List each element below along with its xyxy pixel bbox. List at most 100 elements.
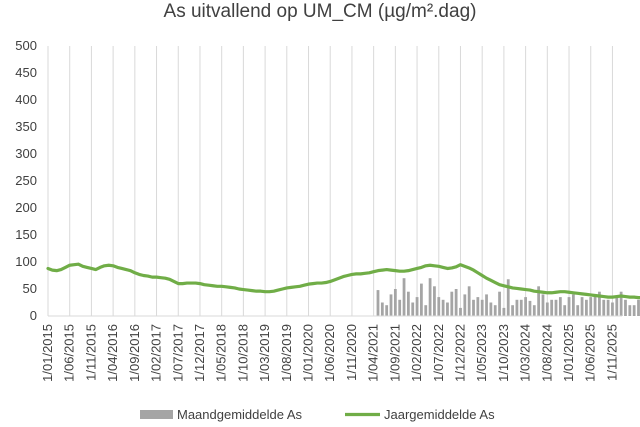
x-tick-label: 1/03/2024 xyxy=(518,324,533,382)
x-tick-label: 1/02/2022 xyxy=(409,324,424,382)
bar xyxy=(511,305,514,316)
bar xyxy=(589,297,593,316)
x-tick-label: 1/07/2017 xyxy=(170,324,185,382)
bar xyxy=(524,297,527,316)
x-tick-label: 1/01/2015 xyxy=(40,324,55,382)
y-tick-label: 350 xyxy=(15,119,37,134)
bar xyxy=(389,294,393,316)
y-tick-label: 0 xyxy=(30,308,37,323)
bar xyxy=(420,283,423,316)
x-tick-label: 1/06/2015 xyxy=(62,324,77,382)
line-series xyxy=(46,262,640,300)
x-tick-label: 1/06/2025 xyxy=(583,324,598,382)
bar xyxy=(480,299,484,316)
bar xyxy=(459,307,462,316)
legend-swatch-bars xyxy=(140,410,173,419)
bar xyxy=(380,302,384,316)
bar xyxy=(615,297,619,316)
bar xyxy=(498,291,501,316)
bar xyxy=(637,299,640,316)
x-tick-label: 1/10/2018 xyxy=(235,324,250,382)
x-tick-label: 1/07/2022 xyxy=(431,324,446,382)
bar xyxy=(580,297,584,316)
bar xyxy=(632,305,636,316)
bar xyxy=(472,299,475,316)
x-tick-label: 1/12/2022 xyxy=(452,324,467,382)
x-tick-label: 1/12/2017 xyxy=(192,324,207,382)
bar xyxy=(502,307,506,316)
bar xyxy=(450,291,454,316)
x-tick-label: 1/10/2023 xyxy=(496,324,511,382)
bar xyxy=(385,305,389,316)
bar xyxy=(376,290,380,316)
legend-label-line: Jaargemiddelde As xyxy=(384,407,495,422)
y-tick-label: 450 xyxy=(15,65,37,80)
bar xyxy=(532,305,536,316)
x-tick-label: 1/11/2015 xyxy=(83,324,98,381)
bar xyxy=(550,299,554,316)
bar xyxy=(545,302,549,316)
bar xyxy=(519,299,523,316)
x-tick-label: 1/06/2020 xyxy=(322,324,337,382)
x-tick-label: 1/04/2021 xyxy=(366,324,381,382)
bar xyxy=(424,305,428,316)
bar xyxy=(571,294,575,316)
bar xyxy=(585,299,588,316)
y-tick-label: 400 xyxy=(15,92,37,107)
bar xyxy=(406,291,410,316)
bar xyxy=(554,299,558,316)
y-tick-label: 200 xyxy=(15,200,37,215)
bar xyxy=(454,289,458,316)
x-tick-label: 1/05/2018 xyxy=(214,324,229,382)
bar xyxy=(563,305,567,316)
bar xyxy=(598,291,601,316)
bar xyxy=(489,302,493,316)
x-tick-label: 1/04/2016 xyxy=(105,324,120,382)
bar xyxy=(558,297,562,316)
x-tick-label: 1/08/2019 xyxy=(279,324,294,382)
bar xyxy=(433,286,436,316)
x-tick-label: 1/09/2021 xyxy=(387,324,402,382)
y-tick-label: 100 xyxy=(15,254,37,269)
bar xyxy=(411,302,415,316)
x-tick-label: 1/11/2025 xyxy=(604,324,619,381)
bar xyxy=(515,299,519,316)
bar xyxy=(446,302,449,316)
y-tick-label: 300 xyxy=(15,146,37,161)
bar xyxy=(628,305,632,316)
bar xyxy=(437,297,441,316)
bar xyxy=(528,300,532,316)
bar xyxy=(467,286,471,316)
x-tick-label: 1/11/2020 xyxy=(344,324,359,381)
legend-label-bars: Maandgemiddelde As xyxy=(177,407,303,422)
bar xyxy=(402,278,406,316)
bar xyxy=(576,305,580,316)
x-tick-label: 1/02/2017 xyxy=(149,324,164,382)
bar xyxy=(441,299,445,316)
bar xyxy=(611,302,614,316)
y-tick-label: 250 xyxy=(15,173,37,188)
bar xyxy=(567,297,571,316)
bar xyxy=(493,305,497,316)
x-tick-label: 1/09/2016 xyxy=(127,324,142,382)
x-tick-label: 1/08/2024 xyxy=(539,324,554,382)
x-tick-label: 1/05/2023 xyxy=(474,324,489,382)
bar xyxy=(485,294,488,316)
x-tick-label: 1/01/2025 xyxy=(561,324,576,382)
bar xyxy=(624,299,627,316)
bar xyxy=(619,291,623,316)
bar xyxy=(476,297,480,316)
bar xyxy=(428,278,432,316)
bar xyxy=(541,294,545,316)
x-tick-label: 1/03/2019 xyxy=(257,324,272,382)
x-tick-label: 1/01/2020 xyxy=(301,324,316,382)
y-tick-label: 150 xyxy=(15,227,37,242)
bar xyxy=(463,294,467,316)
bar xyxy=(593,294,597,316)
y-tick-label: 500 xyxy=(15,38,37,53)
bar xyxy=(506,279,510,316)
bar xyxy=(602,299,606,316)
bar xyxy=(393,289,397,316)
bar xyxy=(398,299,402,316)
